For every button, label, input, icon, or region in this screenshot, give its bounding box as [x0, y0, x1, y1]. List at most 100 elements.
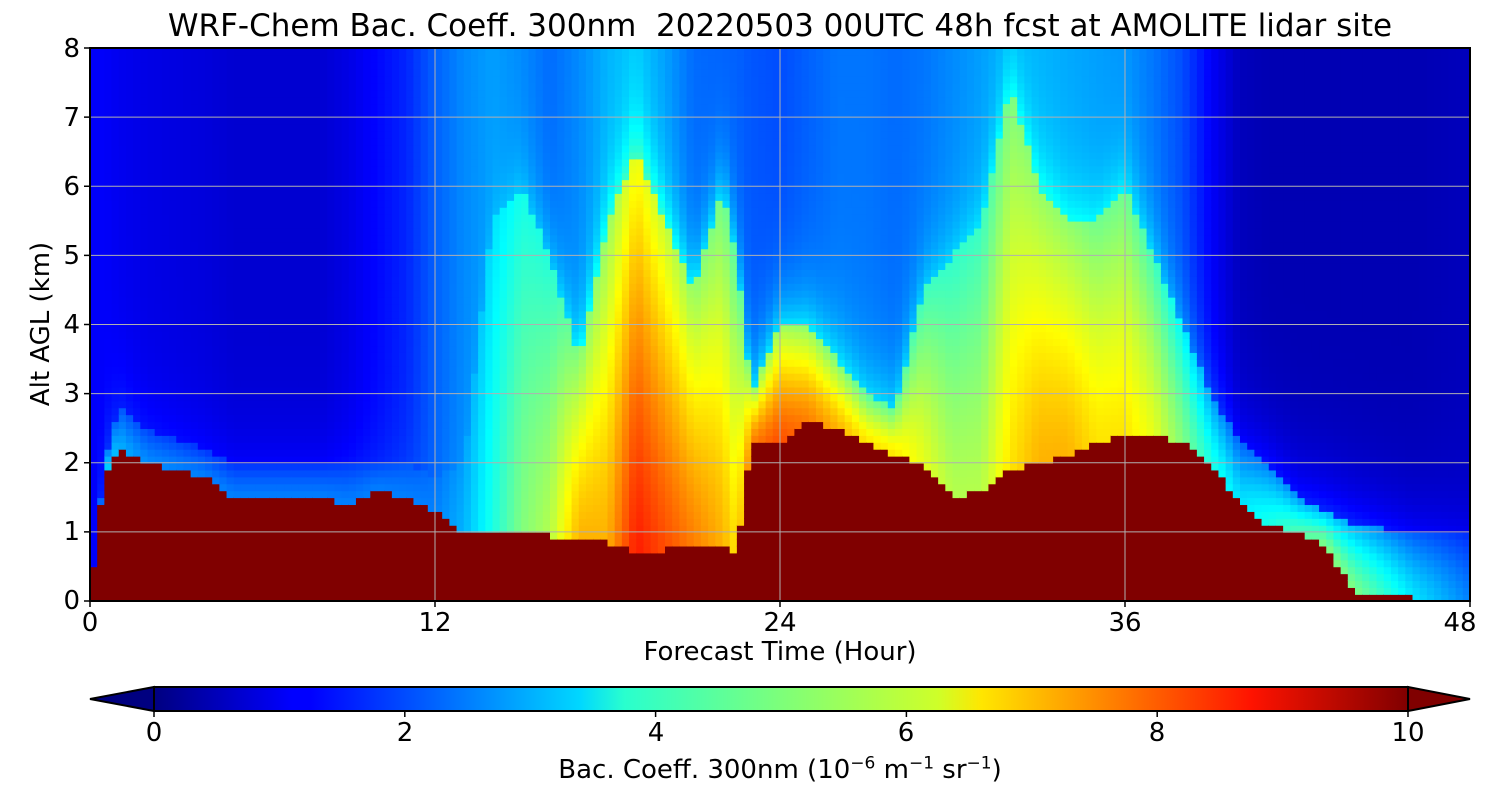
heatmap-cell	[212, 538, 221, 547]
heatmap-cell	[161, 414, 170, 423]
heatmap-cell	[399, 310, 408, 319]
heatmap-cell	[312, 269, 321, 277]
heatmap-cell	[485, 227, 494, 236]
heatmap-cell	[449, 124, 458, 132]
heatmap-cell	[147, 497, 156, 506]
heatmap-cell	[355, 68, 364, 77]
heatmap-cell	[183, 490, 192, 499]
heatmap-cell	[478, 359, 487, 367]
heatmap-cell	[305, 400, 314, 409]
heatmap-cell	[226, 545, 235, 554]
heatmap-cell	[233, 442, 242, 450]
heatmap-cell	[528, 68, 537, 77]
heatmap-cell	[420, 359, 429, 367]
heatmap-cell	[262, 82, 271, 91]
heatmap-cell	[399, 144, 408, 153]
heatmap-cell	[248, 151, 257, 160]
heatmap-cell	[111, 262, 120, 270]
heatmap-cell	[506, 200, 515, 208]
heatmap-cell	[348, 524, 357, 533]
heatmap-cell	[499, 338, 508, 347]
heatmap-cell	[377, 469, 386, 478]
heatmap-cell	[363, 241, 372, 250]
heatmap-cell	[226, 61, 235, 70]
heatmap-cell	[470, 490, 479, 499]
heatmap-cell	[312, 580, 321, 588]
heatmap-cell	[320, 103, 328, 112]
heatmap-cell	[384, 386, 393, 395]
heatmap-cell	[169, 386, 178, 395]
heatmap-cell	[499, 130, 508, 139]
heatmap-cell	[147, 538, 156, 547]
heatmap-cell	[118, 269, 127, 277]
heatmap-cell	[355, 234, 364, 243]
heatmap-cell	[269, 186, 278, 194]
heatmap-cell	[205, 393, 213, 402]
heatmap-cell	[183, 359, 192, 367]
heatmap-cell	[205, 338, 213, 347]
heatmap-cell	[449, 352, 458, 360]
heatmap-cell	[399, 594, 408, 601]
heatmap-cell	[125, 469, 134, 478]
heatmap-cell	[485, 393, 494, 402]
heatmap-cell	[104, 331, 113, 340]
heatmap-cell	[125, 165, 134, 174]
heatmap-cell	[348, 483, 357, 492]
heatmap-cell	[492, 455, 501, 464]
heatmap-cell	[248, 303, 257, 312]
heatmap-cell	[413, 455, 422, 464]
heatmap-cell	[449, 442, 458, 450]
heatmap-cell	[284, 54, 293, 63]
heatmap-cell	[413, 110, 422, 118]
heatmap-cell	[125, 331, 134, 340]
heatmap-cell	[370, 352, 379, 360]
heatmap-cell	[154, 255, 163, 264]
heatmap-cell	[154, 504, 163, 512]
heatmap-cell	[341, 54, 350, 63]
heatmap-cell	[413, 117, 422, 125]
heatmap-cell	[312, 407, 321, 416]
heatmap-cell	[298, 428, 307, 436]
heatmap-cell	[521, 75, 530, 84]
heatmap-cell	[499, 573, 508, 582]
heatmap-cell	[348, 158, 357, 167]
heatmap-cell	[176, 248, 185, 257]
heatmap-cell	[535, 538, 544, 547]
heatmap-cell	[521, 476, 530, 485]
heatmap-cell	[205, 213, 213, 222]
heatmap-cell	[399, 317, 408, 326]
heatmap-cell	[291, 137, 300, 146]
heatmap-cell	[463, 359, 472, 367]
heatmap-cell	[334, 594, 343, 601]
heatmap-cell	[118, 137, 127, 146]
heatmap-cell	[269, 82, 278, 91]
heatmap-cell	[514, 262, 523, 270]
heatmap-cell	[327, 75, 336, 84]
heatmap-cell	[262, 511, 271, 519]
heatmap-cell	[248, 165, 257, 174]
heatmap-cell	[140, 96, 149, 105]
heatmap-cell	[147, 573, 156, 582]
heatmap-cell	[420, 469, 429, 478]
heatmap-cell	[377, 414, 386, 423]
heatmap-cell	[413, 103, 422, 112]
heatmap-cell	[219, 75, 228, 84]
heatmap-cell	[463, 269, 472, 277]
heatmap-cell	[118, 552, 127, 561]
heatmap-cell	[470, 414, 479, 423]
heatmap-cell	[133, 497, 142, 506]
heatmap-cell	[248, 428, 257, 436]
heatmap-cell	[183, 283, 192, 291]
heatmap-cell	[312, 144, 321, 153]
heatmap-cell	[420, 531, 429, 540]
heatmap-cell	[133, 379, 142, 388]
heatmap-cell	[255, 428, 264, 436]
heatmap-cell	[363, 372, 372, 381]
heatmap-cell	[226, 310, 235, 319]
heatmap-cell	[262, 587, 271, 595]
heatmap-cell	[233, 75, 242, 84]
heatmap-cell	[205, 421, 213, 429]
heatmap-cell	[456, 310, 465, 319]
heatmap-cell	[420, 124, 429, 132]
heatmap-cell	[492, 179, 501, 188]
